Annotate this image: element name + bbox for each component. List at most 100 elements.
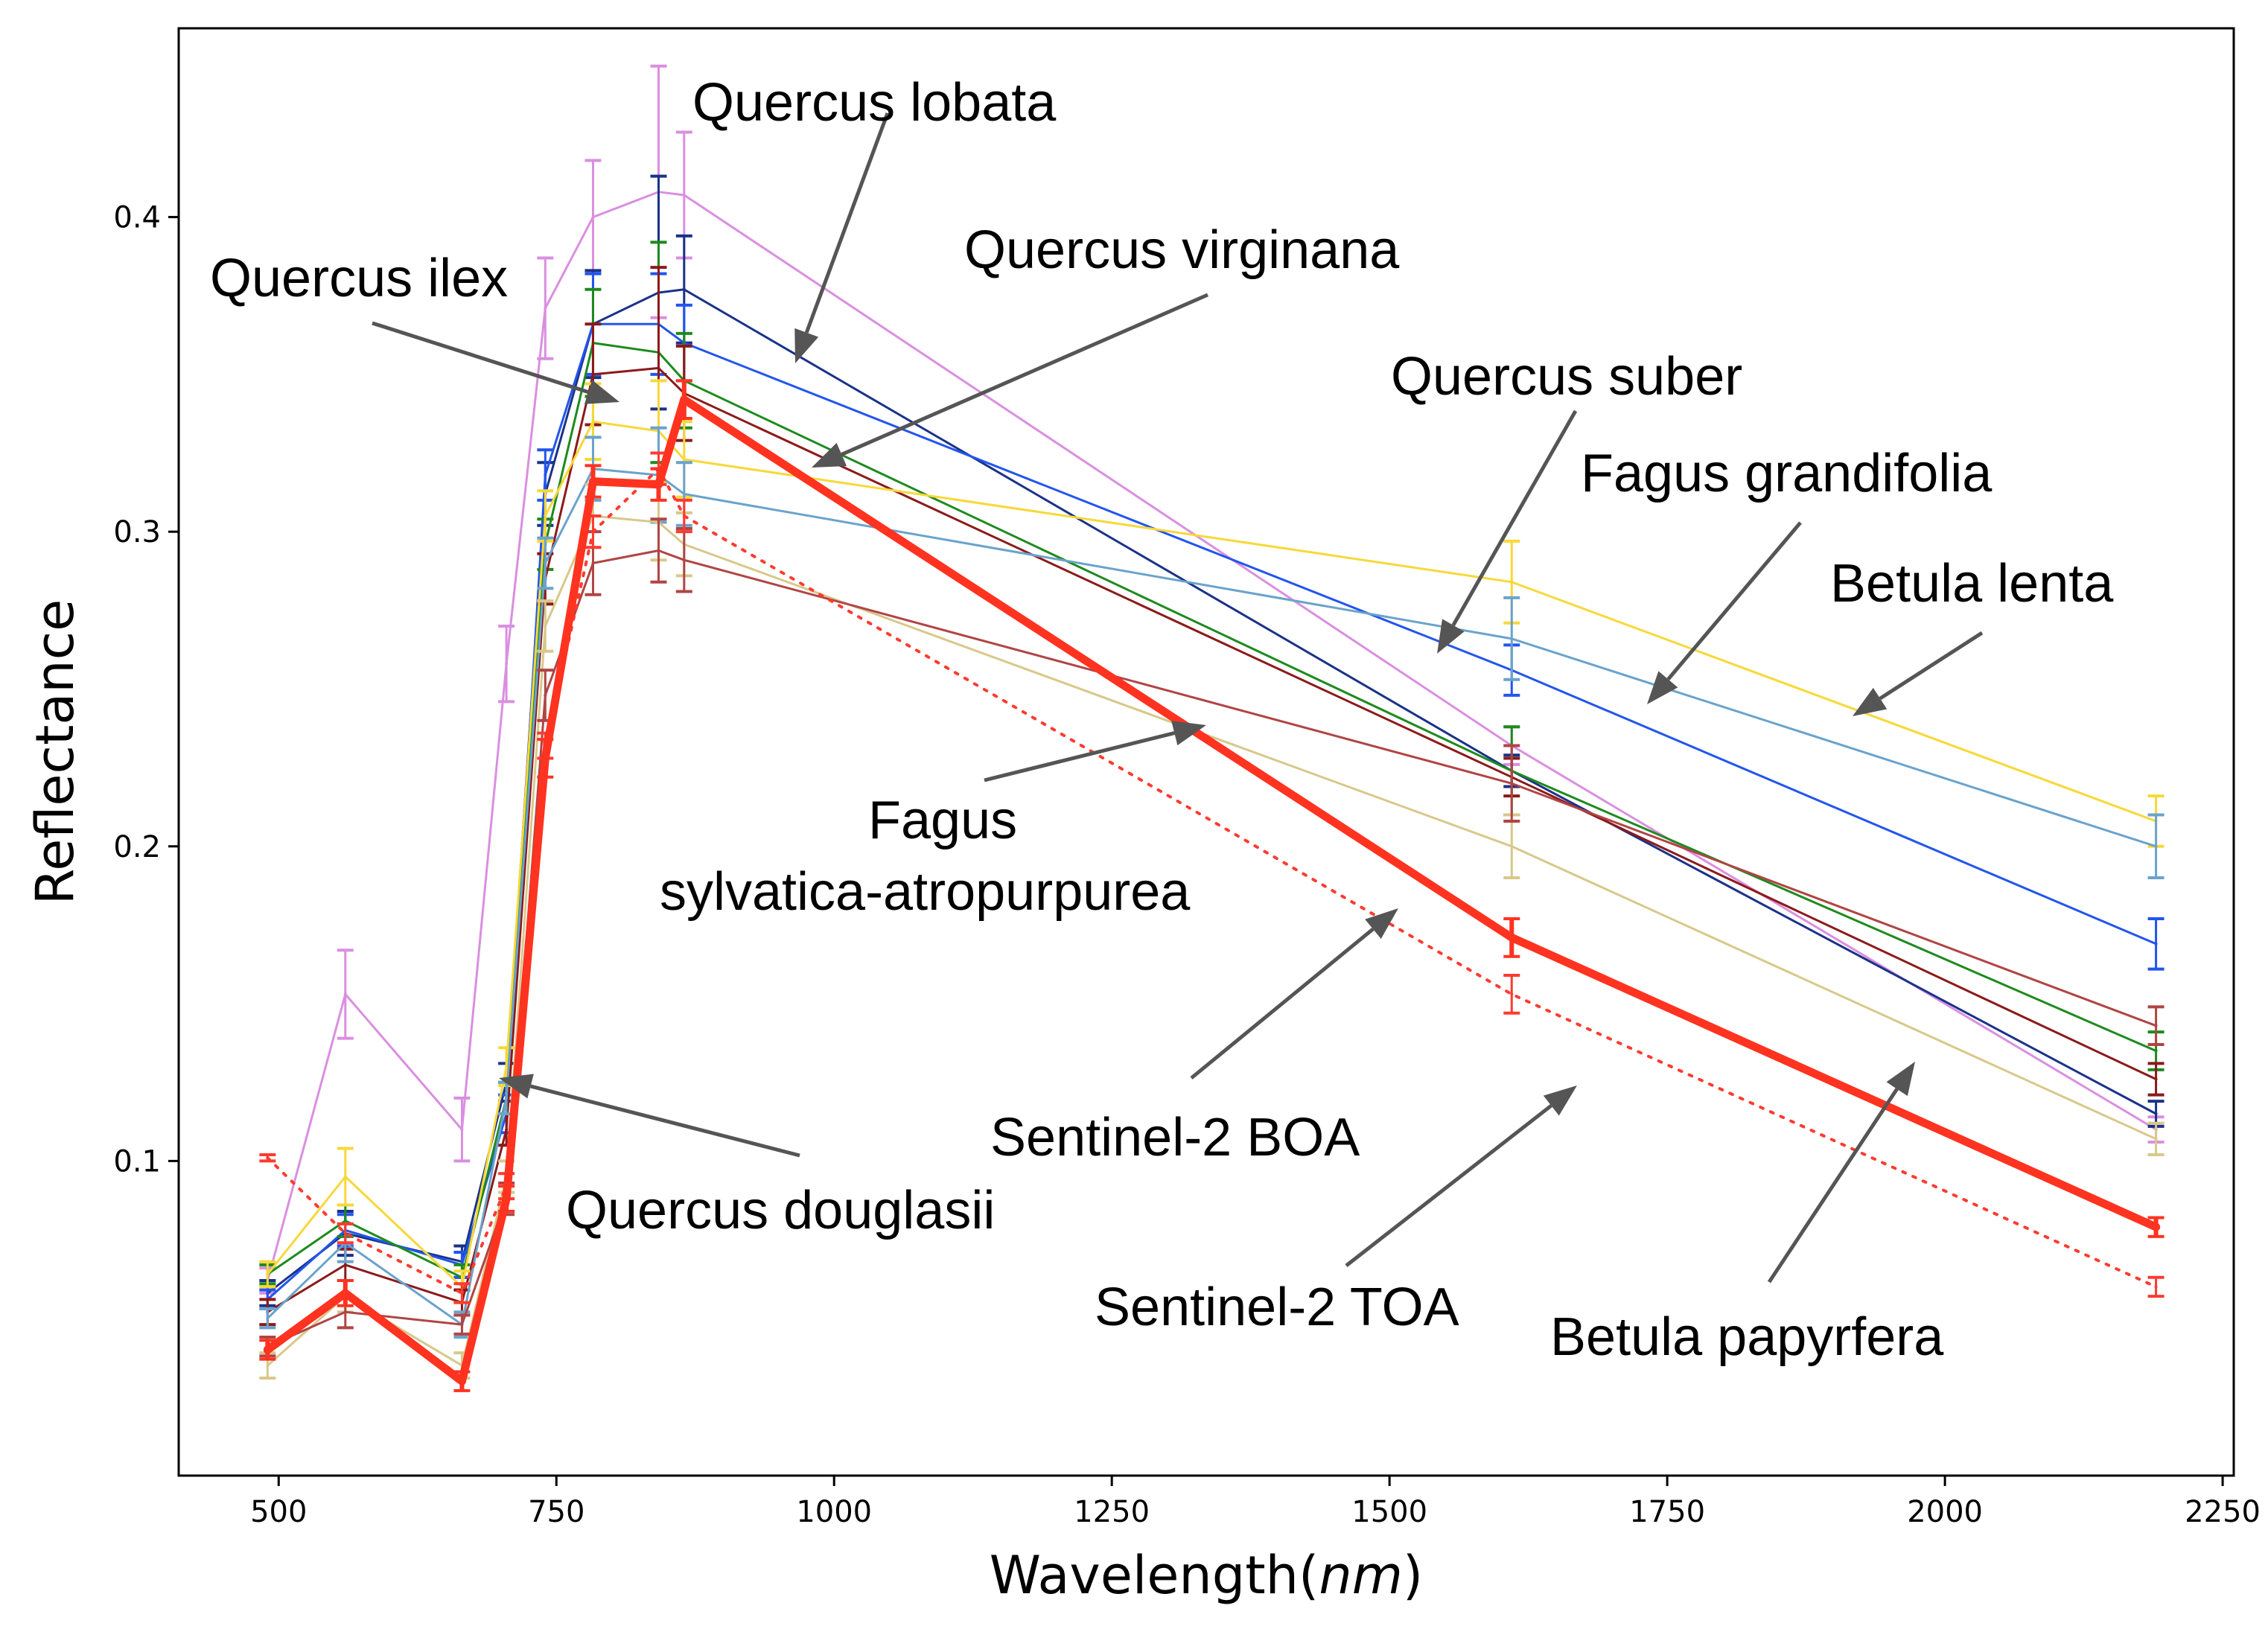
data-point xyxy=(343,1219,347,1222)
data-point xyxy=(544,474,547,477)
data-point xyxy=(682,514,686,518)
x-tick-label: 1500 xyxy=(1351,1495,1427,1529)
data-point xyxy=(682,193,686,197)
data-point xyxy=(544,561,547,565)
data-point xyxy=(544,693,547,697)
data-point xyxy=(266,1156,270,1160)
series-0 xyxy=(259,64,2165,1295)
arrow-head xyxy=(1886,1062,1915,1097)
arrow-head xyxy=(1171,721,1206,746)
x-tick-label: 1000 xyxy=(796,1495,872,1529)
label-fagus-sylvatica-line1: Fagus xyxy=(868,791,1017,850)
data-point xyxy=(2152,1222,2161,1231)
data-point xyxy=(682,457,686,461)
data-point xyxy=(1507,933,1516,942)
data-point xyxy=(1510,580,1514,584)
data-point xyxy=(263,1345,272,1354)
series-line xyxy=(266,514,2158,1367)
data-point xyxy=(2154,1112,2158,1115)
y-tick-label: 0.2 xyxy=(113,830,161,864)
data-point xyxy=(591,372,595,376)
data-point xyxy=(2154,942,2158,946)
series-line xyxy=(266,468,2158,1326)
arrow-head xyxy=(584,380,619,404)
data-point xyxy=(460,1291,464,1295)
data-point xyxy=(343,1263,347,1266)
label-fagus-grandifolia: Fagus grandifolia xyxy=(1581,444,1993,503)
series-line xyxy=(266,420,2158,1288)
data-point xyxy=(2154,1285,2158,1289)
arrow-shaft xyxy=(1879,631,1984,701)
arrow-fagus-grandifolia xyxy=(1647,521,1802,704)
label-quercus-douglasii: Quercus douglasii xyxy=(566,1181,995,1240)
x-tick-label: 1250 xyxy=(1074,1495,1150,1529)
arrow-shaft xyxy=(1451,409,1578,627)
data-point xyxy=(1510,992,1514,996)
label-quercus-virginana: Quercus virginana xyxy=(964,220,1400,280)
data-point xyxy=(591,215,595,219)
data-point xyxy=(541,753,550,762)
data-point xyxy=(591,561,595,565)
data-point xyxy=(343,1310,347,1314)
x-tick-label: 2250 xyxy=(2185,1495,2261,1529)
data-point xyxy=(544,307,547,310)
data-point xyxy=(505,662,509,666)
arrow-shaft xyxy=(984,731,1175,782)
label-quercus-suber: Quercus suber xyxy=(1391,347,1742,406)
y-axis-title: Reflectance xyxy=(25,599,86,905)
arrow-head xyxy=(812,442,847,468)
data-point xyxy=(657,549,660,552)
label-quercus-lobata: Quercus lobata xyxy=(692,73,1057,133)
series-line xyxy=(266,191,2158,1282)
arrow-head xyxy=(1853,687,1888,716)
arrow-quercus-douglasii xyxy=(499,1074,800,1158)
arrow-sentinel2-toa xyxy=(1345,1085,1577,1267)
data-point xyxy=(343,1231,347,1235)
data-point xyxy=(266,1364,270,1368)
label-fagus-sylvatica-line2: sylvatica-atropurpurea xyxy=(660,862,1191,922)
arrow-head xyxy=(794,328,819,363)
arrow-shaft xyxy=(804,112,890,334)
series-line xyxy=(266,322,2158,1301)
data-point xyxy=(1510,637,1514,640)
data-point xyxy=(502,1194,511,1203)
data-point xyxy=(505,1065,509,1068)
arrow-fagus-sylvatica xyxy=(984,721,1206,782)
y-tick-label: 0.1 xyxy=(113,1144,161,1179)
arrow-head xyxy=(1543,1085,1577,1116)
data-point xyxy=(680,395,689,404)
data-point xyxy=(343,1175,347,1179)
data-point xyxy=(544,514,547,518)
data-point xyxy=(588,477,597,486)
data-point xyxy=(1510,844,1514,848)
x-tick-label: 1750 xyxy=(1629,1495,1705,1529)
arrow-head xyxy=(1365,908,1398,940)
series-10 xyxy=(259,379,2165,1392)
arrow-quercus-ilex xyxy=(372,321,619,404)
y-tick-label: 0.4 xyxy=(113,201,161,235)
arrow-head xyxy=(1437,619,1465,654)
x-tick-label: 2000 xyxy=(1907,1495,1983,1529)
data-point xyxy=(1510,782,1514,785)
label-sentinel2-boa: Sentinel-2 BOA xyxy=(990,1108,1360,1167)
data-point xyxy=(2154,1077,2158,1081)
data-point xyxy=(341,1289,350,1298)
data-point xyxy=(266,1316,270,1320)
data-point xyxy=(2154,1024,2158,1027)
arrow-quercus-virginana xyxy=(812,293,1208,468)
arrow-head xyxy=(499,1074,534,1099)
plot-frame xyxy=(177,27,2235,1477)
label-betula-lenta: Betula lenta xyxy=(1830,554,2114,613)
tick-layer: 500 750 1000 1250 1500 1750 2000 2250 0.1 0.2 0.3 0… xyxy=(113,201,2261,1529)
series-layer xyxy=(259,64,2165,1392)
data-point xyxy=(460,1128,464,1132)
arrow-shaft xyxy=(1767,1088,1899,1284)
data-point xyxy=(266,1272,270,1276)
data-point xyxy=(591,420,595,424)
arrow-quercus-lobata xyxy=(794,112,890,363)
label-betula-papyrfera: Betula papyrfera xyxy=(1550,1307,1944,1367)
arrow-shaft xyxy=(529,1084,800,1158)
